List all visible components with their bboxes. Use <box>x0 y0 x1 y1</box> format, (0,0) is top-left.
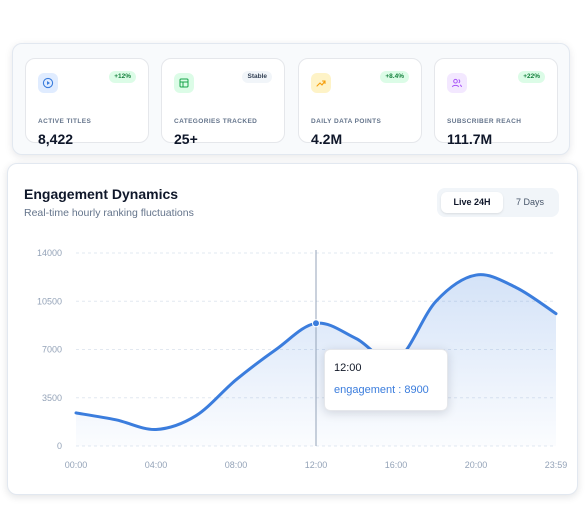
play-circle-icon <box>38 73 58 93</box>
tooltip-value: engagement : 8900 <box>334 384 429 396</box>
stat-card-active-titles[interactable]: +12% ACTIVE TITLES 8,422 <box>25 58 149 147</box>
stat-label: DAILY DATA POINTS <box>311 118 382 125</box>
stat-badge: Stable <box>242 71 272 83</box>
highlight-point <box>312 319 320 328</box>
y-tick-label: 10500 <box>37 296 62 306</box>
stat-value: 111.7M <box>447 131 493 147</box>
stat-card-subscriber-reach[interactable]: +22% SUBSCRIBER REACH 111.7M <box>434 58 558 147</box>
trending-up-icon <box>311 73 331 93</box>
time-range-toggle: Live 24H 7 Days <box>437 188 559 217</box>
chart-subtitle: Real-time hourly ranking fluctuations <box>24 207 194 219</box>
x-tick-label: 20:00 <box>465 460 488 470</box>
y-tick-label: 7000 <box>42 345 62 355</box>
x-tick-label: 12:00 <box>305 460 328 470</box>
x-tick-label: 04:00 <box>145 460 168 470</box>
tooltip-time: 12:00 <box>334 362 362 374</box>
x-tick-label: 16:00 <box>385 460 408 470</box>
y-tick-label: 0 <box>57 441 62 451</box>
toggle-7-days[interactable]: 7 Days <box>515 197 544 207</box>
stat-value: 8,422 <box>38 131 74 147</box>
stat-badge: +22% <box>518 71 545 83</box>
x-tick-label: 00:00 <box>65 460 88 470</box>
stat-card-daily-data-points[interactable]: +8.4% DAILY DATA POINTS 4.2M <box>298 58 422 147</box>
x-tick-label: 23:59 <box>545 460 568 470</box>
stat-card-categories-tracked[interactable]: Stable CATEGORIES TRACKED 25+ <box>161 58 285 147</box>
stat-badge: +8.4% <box>380 71 409 83</box>
y-tick-label: 3500 <box>42 393 62 403</box>
stats-panel: +12% ACTIVE TITLES 8,422 Stable CATEGORI… <box>12 43 570 155</box>
stat-label: CATEGORIES TRACKED <box>174 118 258 125</box>
chart-panel: Engagement Dynamics Real-time hourly ran… <box>7 163 578 495</box>
stat-label: ACTIVE TITLES <box>38 118 92 125</box>
table-icon <box>174 73 194 93</box>
users-icon <box>447 73 467 93</box>
x-tick-label: 08:00 <box>225 460 248 470</box>
stat-badge: +12% <box>109 71 136 83</box>
y-tick-label: 14000 <box>37 248 62 258</box>
stat-label: SUBSCRIBER REACH <box>447 118 522 125</box>
chart-title: Engagement Dynamics <box>24 186 179 202</box>
stat-value: 4.2M <box>311 131 343 147</box>
stat-value: 25+ <box>174 131 198 147</box>
chart-tooltip: 12:00 engagement : 8900 <box>324 349 448 411</box>
toggle-live-24h[interactable]: Live 24H <box>441 192 503 213</box>
